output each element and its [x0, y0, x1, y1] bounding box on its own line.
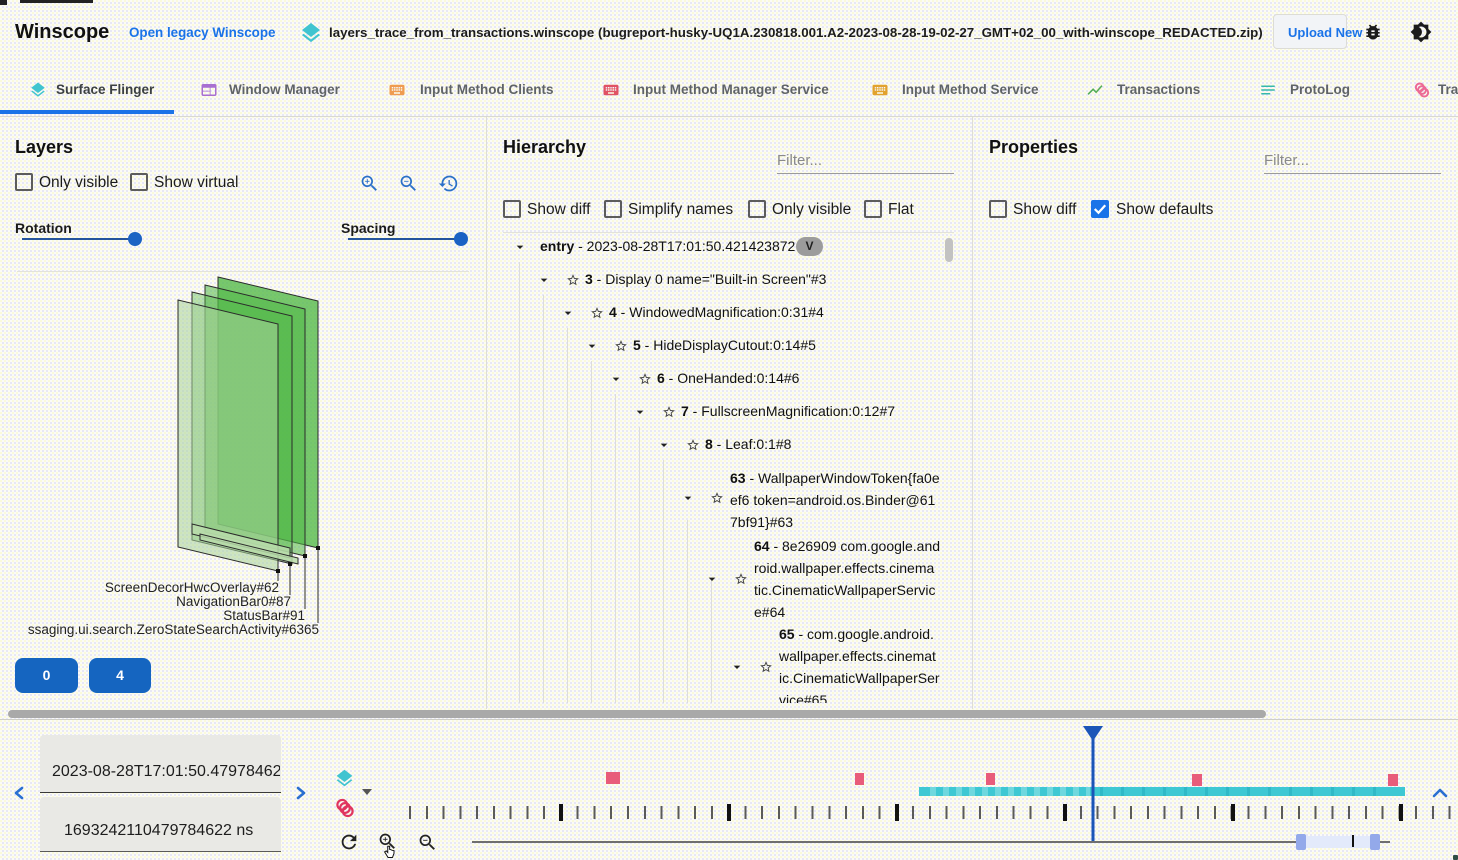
- svg-text:StatusBar#91: StatusBar#91: [223, 608, 305, 623]
- svg-text:NavigationBar0#87: NavigationBar0#87: [176, 594, 291, 609]
- svg-text:ScreenDecorHwcOverlay#62: ScreenDecorHwcOverlay#62: [105, 580, 279, 595]
- svg-text:ssaging.ui.search.ZeroStateSea: ssaging.ui.search.ZeroStateSearchActivit…: [28, 622, 319, 637]
